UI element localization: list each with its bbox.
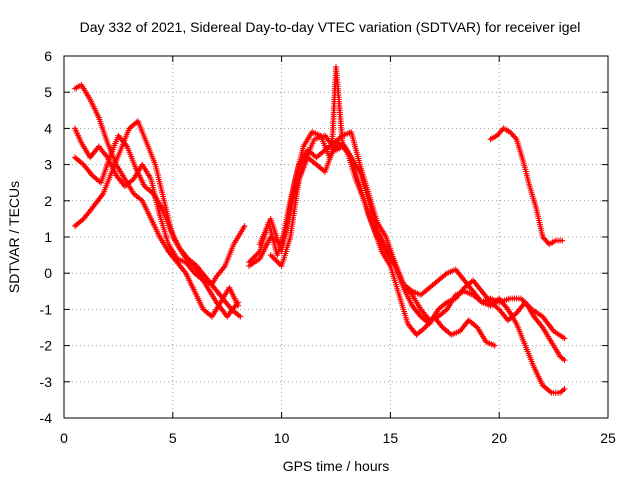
x-tick-label: 5: [169, 430, 177, 446]
y-tick-label: -1: [40, 301, 53, 317]
series-track-9: [487, 125, 566, 248]
y-tick-label: 3: [44, 157, 52, 173]
y-tick-label: -4: [40, 410, 53, 426]
y-tick-label: 0: [44, 265, 52, 281]
series-track-3: [71, 125, 248, 288]
x-tick-label: 10: [274, 430, 290, 446]
x-tick-label: 0: [60, 430, 68, 446]
series-track-1: [71, 82, 242, 320]
y-tick-label: 2: [44, 193, 52, 209]
grid: [64, 56, 608, 418]
series-track-4: [71, 132, 244, 320]
series-markers: [267, 63, 568, 396]
series-track-8: [267, 63, 568, 396]
axes: 0 5 10 15 20 25 -4 -3 -2 -1 0 1 2 3 4 5 6: [40, 48, 616, 446]
series-markers: [71, 132, 244, 320]
x-tick-label: 20: [491, 430, 507, 446]
y-tick-label: 4: [44, 120, 52, 136]
y-tick-label: 5: [44, 84, 52, 100]
series-line: [247, 130, 566, 340]
x-tick-label: 25: [600, 430, 616, 446]
series-markers: [71, 82, 242, 320]
series-line: [489, 127, 564, 246]
x-axis-label: GPS time / hours: [283, 458, 390, 474]
y-tick-label: -3: [40, 374, 53, 390]
y-tick-label: 6: [44, 48, 52, 64]
y-tick-label: -2: [40, 338, 53, 354]
series-line: [269, 65, 566, 394]
y-tick-label: 1: [44, 229, 52, 245]
series-markers: [487, 125, 566, 248]
series-markers: [71, 125, 248, 288]
y-axis-label: SDTVAR / TECUs: [6, 181, 22, 293]
chart-title: Day 332 of 2021, Sidereal Day-to-day VTE…: [80, 19, 581, 35]
plot-area: [71, 63, 568, 396]
x-tick-label: 15: [383, 430, 399, 446]
